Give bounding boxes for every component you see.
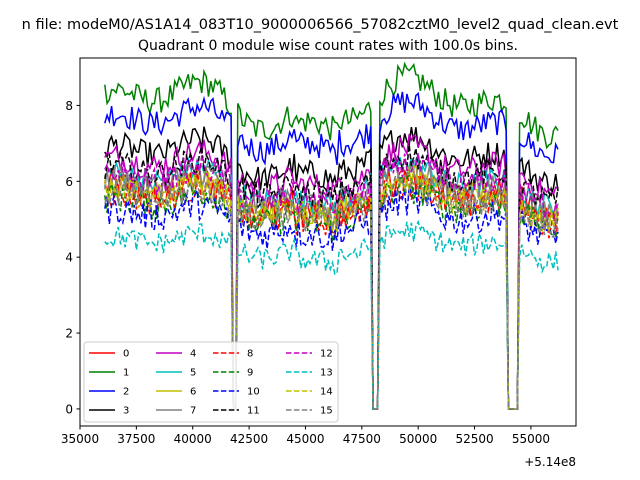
legend-item-12: 12 [286, 349, 333, 360]
y-tick-label: 2 [65, 327, 73, 341]
x-tick-label: 52500 [455, 432, 493, 446]
legend-label: 11 [247, 406, 260, 417]
axes-group: 35000 37500 40000 42500 45000 47500 50000 52500… [61, 99, 550, 446]
x-tick-label: 37500 [117, 432, 155, 446]
legend-label: 14 [320, 387, 333, 398]
chart-suptitle: n file: modeM0/AS1A14_083T10_9000006566_… [22, 17, 619, 33]
legend-item-7: 7 [156, 406, 196, 417]
legend-item-4: 4 [156, 349, 196, 360]
legend-label: 9 [247, 368, 253, 379]
legend-item-5: 5 [156, 368, 196, 379]
series-line-1 [104, 61, 559, 410]
legend-label: 13 [320, 368, 333, 379]
x-tick-label: 50000 [399, 432, 437, 446]
legend-item-8: 8 [213, 349, 253, 360]
legend-item-10: 10 [213, 387, 260, 398]
series-line-3 [104, 126, 559, 410]
legend-item-9: 9 [213, 368, 253, 379]
legend-label: 2 [123, 387, 129, 398]
series-line-14 [104, 172, 559, 410]
plot-frame [79, 57, 577, 427]
legend-item-3: 3 [89, 406, 129, 417]
series-line-2 [104, 91, 559, 410]
series-line-11 [104, 144, 559, 410]
legend-label: 8 [247, 349, 253, 360]
x-tick-label: 35000 [61, 432, 99, 446]
legend-label: 5 [190, 368, 196, 379]
series-line-10 [104, 186, 559, 410]
chart-title: Quadrant 0 module wise count rates with … [138, 38, 518, 54]
legend-item-2: 2 [89, 387, 129, 398]
legend-item-15: 15 [286, 406, 333, 417]
legend-label: 0 [123, 349, 129, 360]
x-tick-label: 42500 [230, 432, 268, 446]
legend-item-6: 6 [156, 387, 196, 398]
y-tick-label: 4 [65, 251, 73, 265]
legend-label: 6 [190, 387, 196, 398]
legend-label: 1 [123, 368, 129, 379]
legend-label: 12 [320, 349, 333, 360]
x-tick-label: 55000 [512, 432, 550, 446]
y-tick-label: 6 [65, 175, 73, 189]
legend-item-0: 0 [89, 349, 129, 360]
legend-label: 7 [190, 406, 196, 417]
y-tick-label: 8 [65, 99, 73, 113]
series-line-15 [104, 174, 559, 410]
x-tick-label: 40000 [174, 432, 212, 446]
y-tick-label: 0 [65, 402, 73, 416]
x-tick-label: 45000 [286, 432, 324, 446]
legend-label: 10 [247, 387, 260, 398]
series-line-6 [104, 162, 559, 410]
legend-item-11: 11 [213, 406, 260, 417]
legend-item-14: 14 [286, 387, 333, 398]
series-line-12 [104, 152, 559, 410]
legend-label: 15 [320, 406, 333, 417]
legend-label: 3 [123, 406, 129, 417]
x-offset-label: +5.14e8 [524, 455, 576, 469]
legend-item-1: 1 [89, 368, 129, 379]
legend-label: 4 [190, 349, 196, 360]
plot-series-group [104, 61, 559, 410]
x-tick-label: 47500 [343, 432, 381, 446]
series-line-13 [104, 219, 559, 410]
legend-item-13: 13 [286, 368, 333, 379]
